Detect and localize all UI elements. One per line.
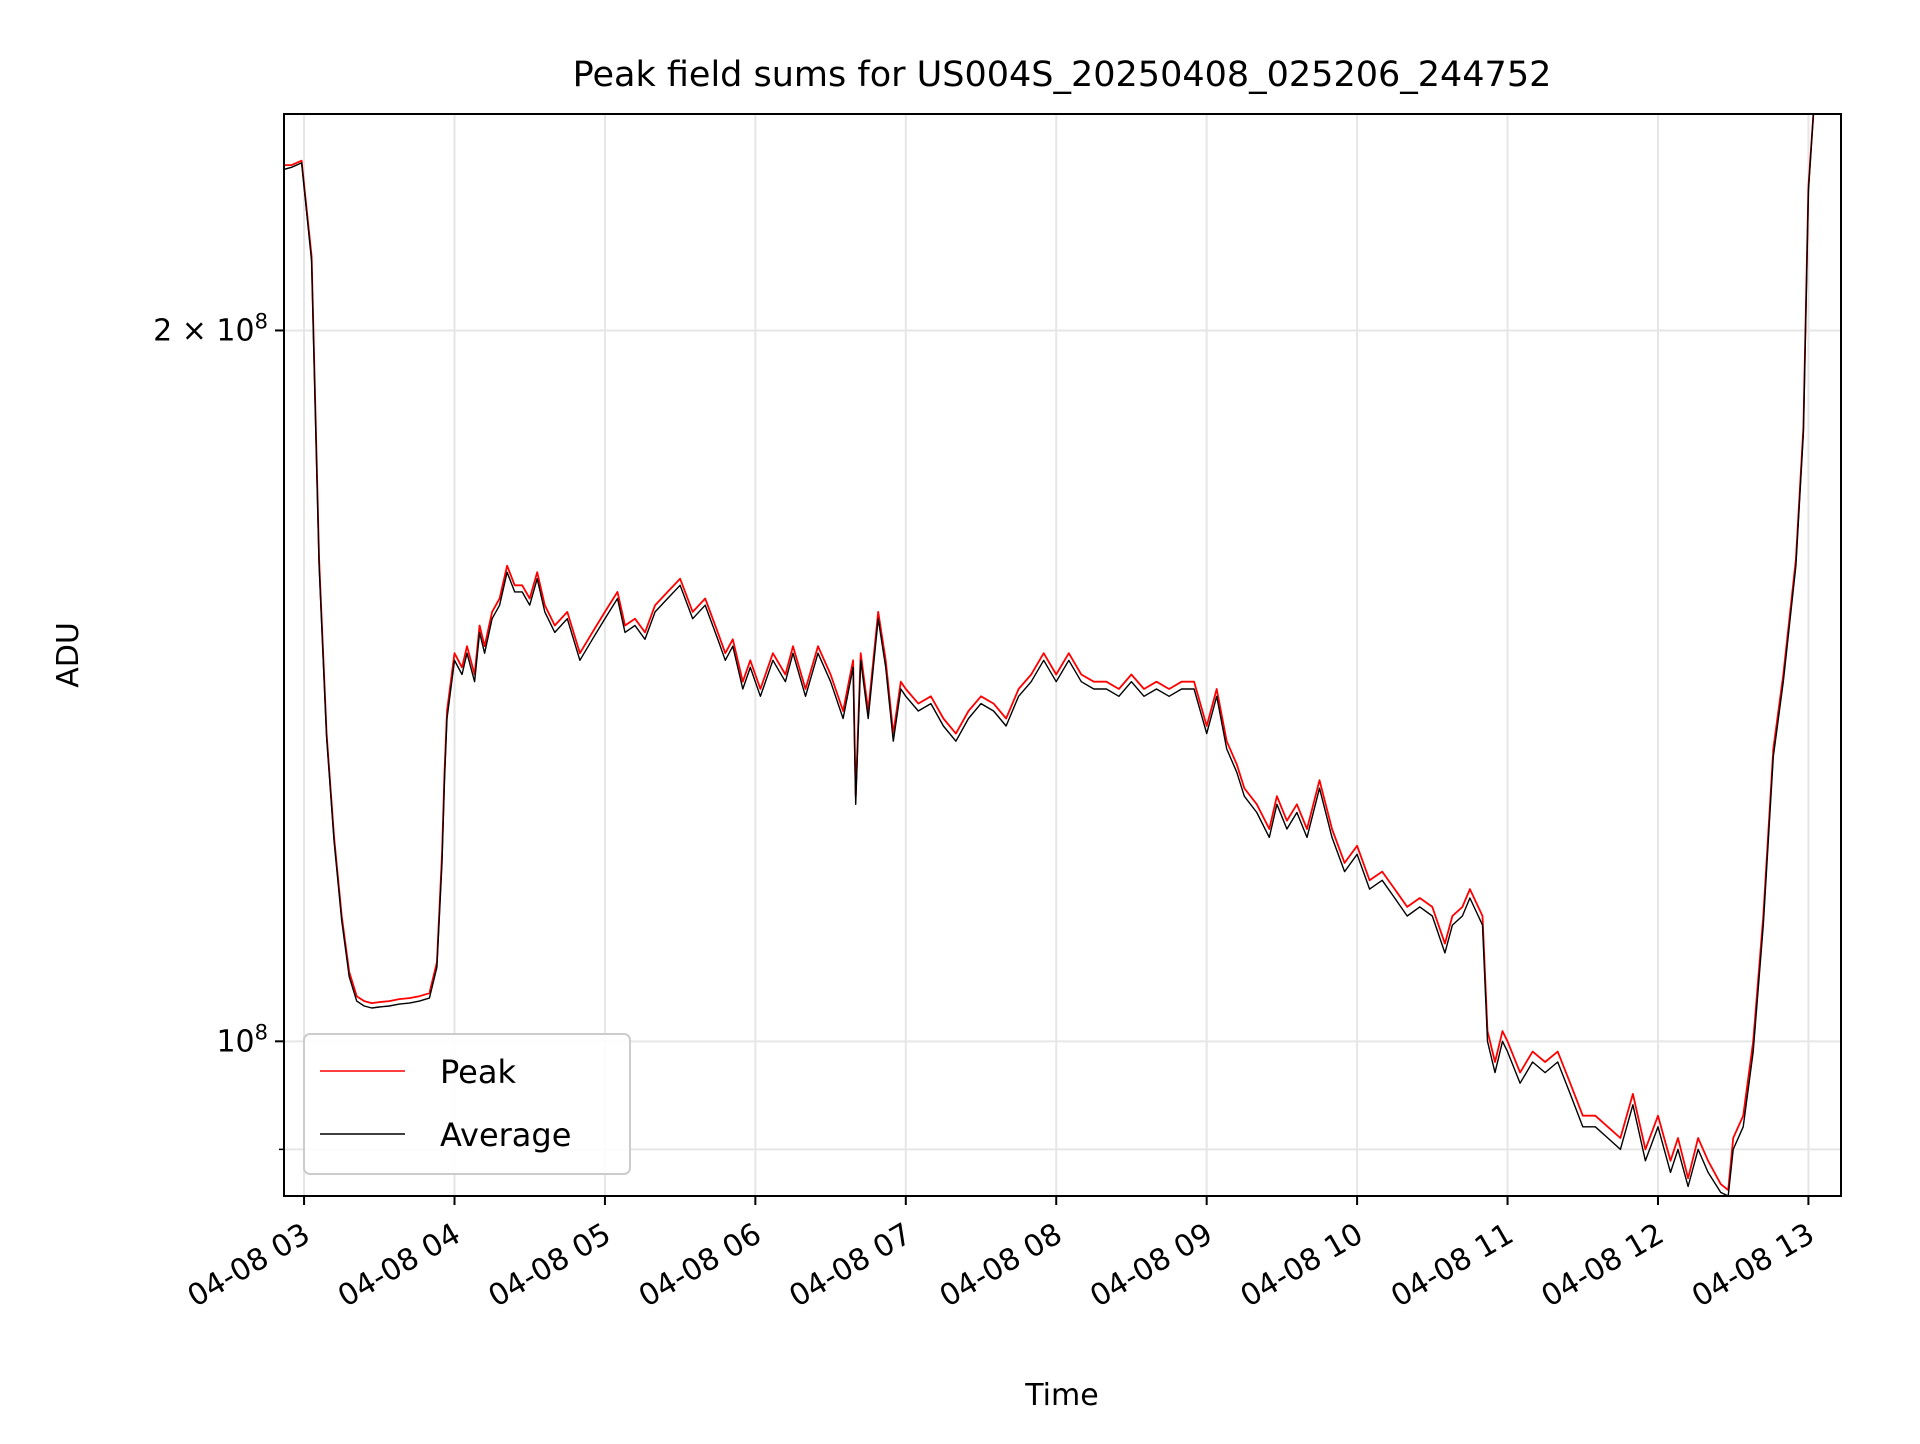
series-line-average <box>284 114 1815 1196</box>
legend-label-average: Average <box>440 1116 571 1154</box>
y-tick-label: 108 <box>216 1020 268 1059</box>
plot-frame <box>283 113 1842 1197</box>
series-lines <box>284 114 1815 1196</box>
series-line-peak <box>284 114 1815 1191</box>
chart-title: Peak field sums for US004S_20250408_0252… <box>573 55 1552 95</box>
x-axis-label: Time <box>1024 1378 1098 1413</box>
y-axis-label: ADU <box>51 622 86 688</box>
legend-box <box>303 1033 631 1175</box>
legend: Peak Average <box>303 1033 631 1175</box>
y-tick-label: 2 × 108 <box>153 309 268 348</box>
grid <box>284 114 1841 1196</box>
legend-label-peak: Peak <box>440 1053 516 1091</box>
